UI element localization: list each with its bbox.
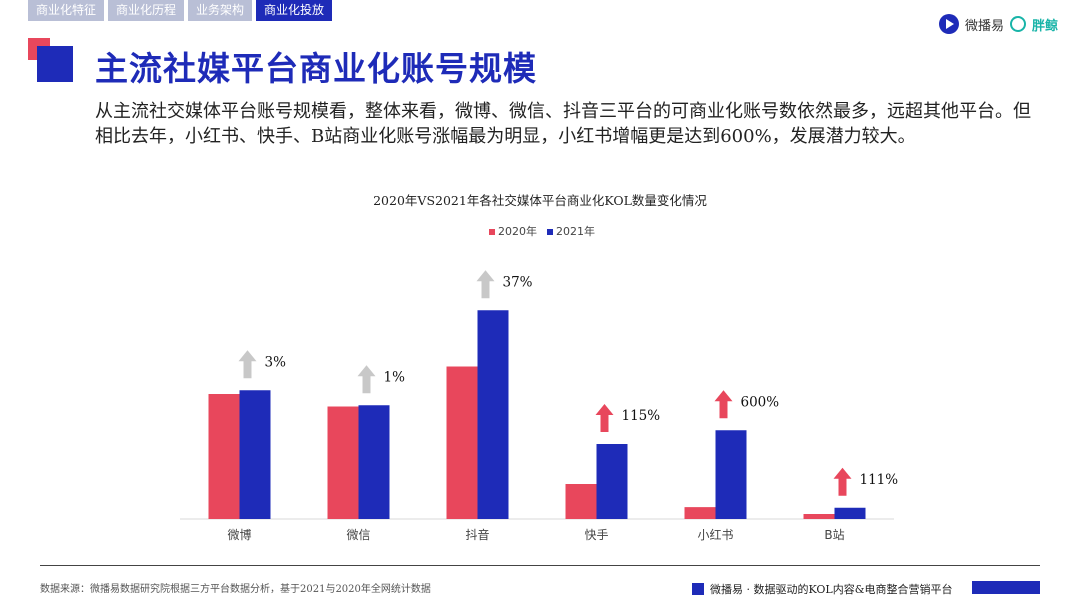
- footer-brand: 微播易 · 数据驱动的KOL内容&电商整合营销平台: [692, 581, 953, 597]
- bar-2020-0: [208, 394, 240, 519]
- growth-label-0: 3%: [265, 354, 287, 370]
- tab-business-architecture[interactable]: 业务架构: [188, 0, 253, 21]
- tab-history[interactable]: 商业化历程: [108, 0, 185, 21]
- brand-tagline: 微播易 · 数据驱动的KOL内容&电商整合营销平台: [710, 583, 953, 596]
- chart-title: 2020年VS2021年各社交媒体平台商业化KOL数量变化情况: [373, 193, 707, 208]
- bar-2020-5: [803, 514, 835, 519]
- growth-label-5: 111%: [860, 472, 899, 488]
- growth-arrow-5: [833, 467, 852, 496]
- growth-label-4: 600%: [741, 394, 780, 410]
- x-tick-label-5: B站: [824, 528, 844, 542]
- growth-label-2: 37%: [503, 274, 533, 290]
- growth-arrow-0: [238, 350, 257, 379]
- bar-2021-3: [596, 444, 628, 519]
- growth-arrow-3: [595, 404, 614, 432]
- legend-item-2021: 2021年: [547, 223, 595, 239]
- title-decoration-blue: [37, 46, 73, 82]
- growth-label-3: 115%: [622, 408, 661, 424]
- x-tick-label-1: 微信: [346, 528, 370, 542]
- bar-2020-3: [565, 484, 597, 519]
- top-tabs: 商业化特征 商业化历程 业务架构 商业化投放: [28, 0, 333, 21]
- tab-commercial-placement[interactable]: 商业化投放: [256, 0, 333, 21]
- bar-2021-5: [834, 507, 866, 519]
- growth-arrow-4: [714, 390, 733, 419]
- chart-legend: 2020年 2021年: [489, 223, 595, 239]
- logo-name-weiboyi: 微播易: [964, 18, 1004, 34]
- bar-2020-4: [684, 507, 716, 519]
- x-tick-label-0: 微博: [227, 527, 251, 542]
- growth-label-1: 1%: [384, 369, 406, 385]
- play-logo-icon: [938, 14, 959, 34]
- bar-2021-2: [477, 310, 509, 519]
- logo-name-pangjing: 胖鲸: [1031, 18, 1058, 34]
- tab-features[interactable]: 商业化特征: [28, 0, 105, 21]
- x-tick-label-3: 快手: [584, 528, 608, 542]
- x-tick-label-4: 小红书: [697, 527, 733, 542]
- legend-item-2020: 2020年: [489, 223, 537, 239]
- bar-2021-4: [715, 430, 747, 519]
- page-title: 主流社媒平台商业化账号规模: [95, 49, 537, 88]
- whale-logo-icon: [1009, 16, 1026, 32]
- bar-2020-1: [327, 406, 359, 519]
- brand-square-icon: [692, 583, 704, 595]
- growth-arrow-1: [357, 365, 376, 394]
- bar-2020-2: [446, 366, 478, 519]
- source-note: 数据来源：微播易数据研究院根据三方平台数据分析，基于2021与2020年全网统计…: [40, 584, 431, 595]
- x-tick-label-2: 抖音: [465, 527, 489, 542]
- legend-label-2020: 2020年: [498, 225, 537, 238]
- bar-2021-0: [239, 390, 271, 519]
- footer-divider: [40, 565, 1040, 566]
- brand-logos: 微播易 胖鲸: [938, 14, 1058, 34]
- footer-brand-bar: [972, 581, 1040, 594]
- legend-label-2021: 2021年: [556, 225, 595, 238]
- growth-arrow-2: [476, 270, 495, 299]
- bar-2021-1: [358, 405, 390, 519]
- description-text: 从主流社交媒体平台账号规模看，整体来看，微博、微信、抖音三平台的可商业化账号数依…: [95, 101, 1031, 147]
